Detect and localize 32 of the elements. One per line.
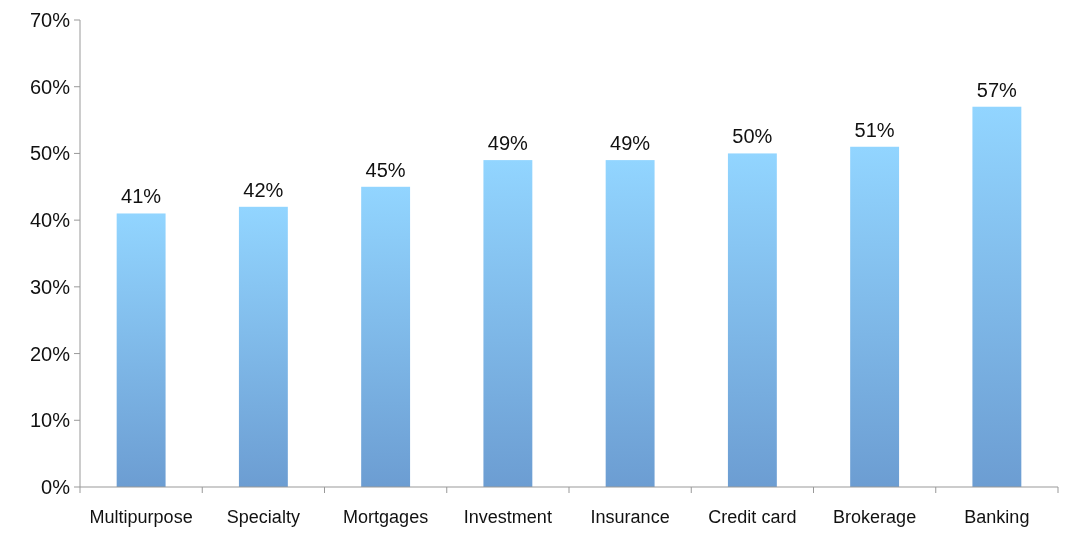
data-label: 49%	[610, 132, 651, 155]
y-tick-label: 70%	[29, 9, 71, 31]
y-tick-label: 10%	[29, 409, 71, 432]
data-label: 42%	[243, 178, 284, 201]
bar	[483, 160, 533, 487]
data-label: 49%	[487, 132, 529, 155]
x-tick-label: Credit card	[708, 507, 797, 527]
data-label: 51%	[854, 118, 895, 141]
bar	[361, 186, 411, 487]
y-tick-label: 60%	[29, 75, 71, 98]
x-tick-label: Insurance	[590, 507, 670, 527]
y-tick-label: 0%	[41, 476, 71, 498]
data-label: 45%	[365, 158, 406, 181]
x-tick-label: Mortgages	[343, 507, 429, 527]
data-label: 50%	[732, 125, 773, 148]
y-tick-label: 50%	[29, 142, 71, 165]
x-tick-label: Investment	[463, 507, 552, 527]
y-tick-label: 40%	[29, 209, 71, 232]
x-tick-label: Specialty	[226, 507, 300, 527]
data-label: 41%	[121, 185, 162, 208]
bar	[116, 213, 166, 487]
bar	[605, 160, 655, 487]
x-tick-label: Banking	[964, 507, 1030, 527]
y-tick-label: 30%	[29, 275, 71, 298]
x-tick-label: Multipurpose	[89, 507, 193, 527]
bar	[972, 106, 1022, 487]
data-label: 57%	[976, 78, 1018, 101]
bar	[727, 153, 777, 487]
bar	[238, 206, 288, 487]
x-tick-label: Brokerage	[833, 507, 917, 527]
bar	[850, 146, 900, 487]
y-tick-label: 20%	[29, 342, 71, 365]
